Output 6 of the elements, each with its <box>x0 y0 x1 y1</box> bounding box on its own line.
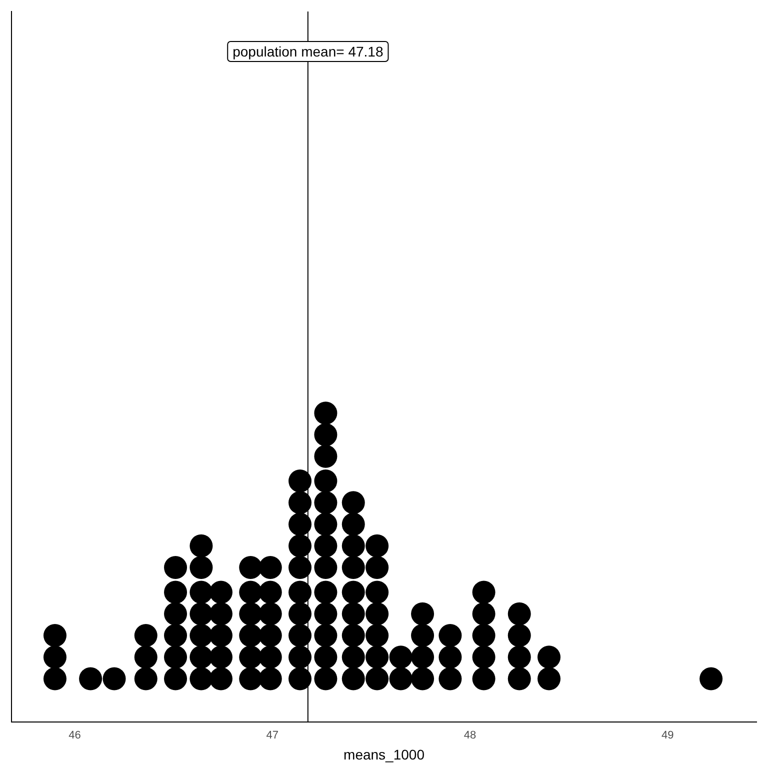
x-tick-label: 48 <box>464 730 476 742</box>
x-tick-label: 47 <box>266 730 278 742</box>
x-tick-label: 46 <box>68 730 81 742</box>
ref-line-label: population mean= 47.18 <box>232 43 384 60</box>
x-axis-title: means_1000 <box>344 746 425 762</box>
x-tick-label: 49 <box>661 730 674 742</box>
